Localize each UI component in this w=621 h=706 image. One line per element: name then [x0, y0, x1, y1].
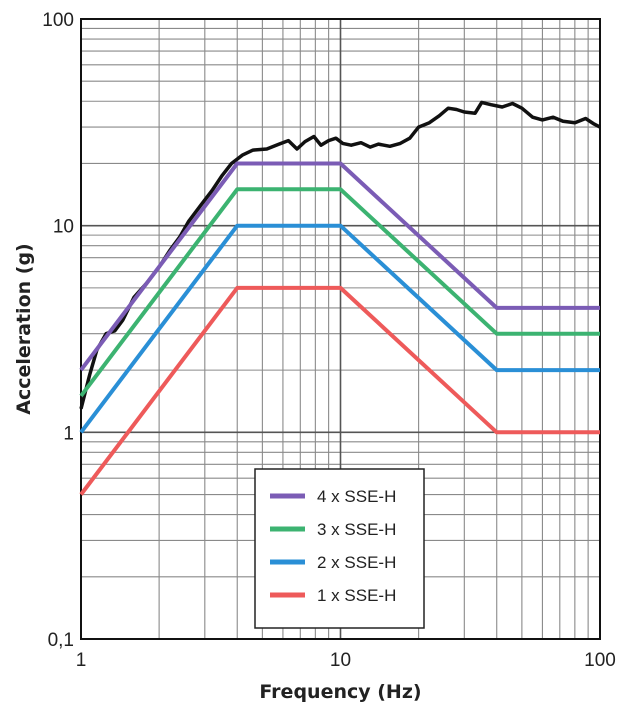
series-layer — [79, 100, 601, 496]
series-line-2-x-sse-h — [79, 223, 600, 434]
series-line-1-x-sse-h — [79, 285, 600, 496]
legend-label: 1 x SSE-H — [317, 586, 396, 605]
y-tick-label: 1 — [63, 423, 74, 444]
x-tick-labels: 1 10 100 — [76, 650, 616, 671]
x-tick-label: 1 — [76, 650, 87, 671]
series-line-3-x-sse-h — [79, 187, 600, 398]
legend: 4 x SSE-H 3 x SSE-H 2 x SSE-H 1 x SSE-H — [254, 468, 425, 629]
y-tick-label: 10 — [53, 217, 74, 238]
y-axis-label: Acceleration (g) — [13, 243, 35, 414]
x-tick-label: 100 — [584, 650, 616, 671]
legend-label: 2 x SSE-H — [317, 553, 396, 572]
y-tick-label: 100 — [42, 10, 74, 31]
y-tick-labels: 0,1 1 10 100 — [42, 10, 74, 651]
x-tick-label: 10 — [330, 650, 351, 671]
y-tick-label: 0,1 — [48, 630, 74, 651]
legend-label: 4 x SSE-H — [317, 487, 396, 506]
plot-frame — [80, 18, 601, 640]
legend-label: 3 x SSE-H — [317, 520, 396, 539]
series-line-4-x-sse-h — [79, 161, 600, 372]
x-axis-label: Frequency (Hz) — [259, 681, 421, 703]
